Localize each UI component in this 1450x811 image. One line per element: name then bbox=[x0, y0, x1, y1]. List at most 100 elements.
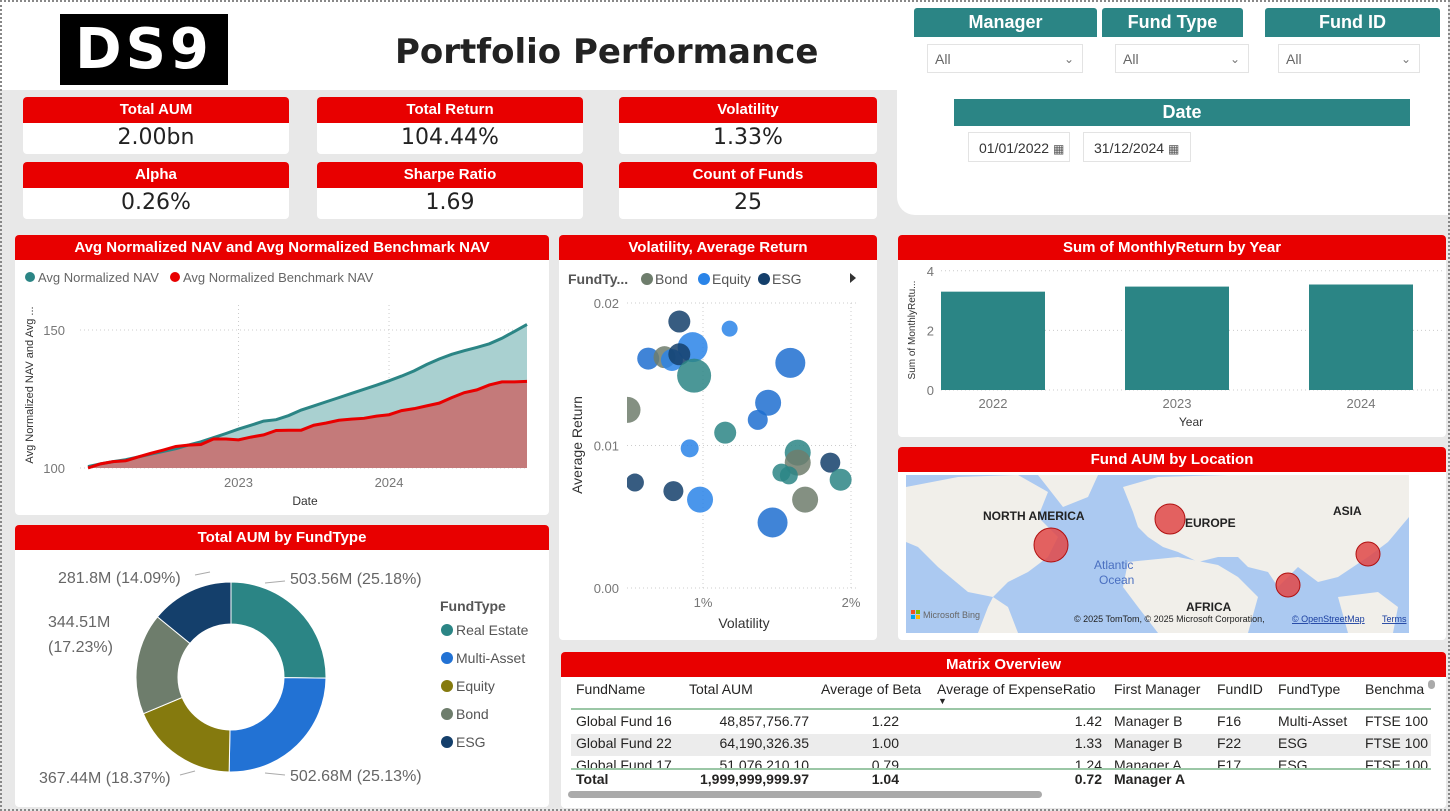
data-label: 344.51M bbox=[48, 614, 110, 631]
donut-panel: Total AUM by FundType 503.56M (25.18%) 50… bbox=[15, 525, 549, 807]
fund-type-dropdown[interactable]: All ⌄ bbox=[1115, 44, 1249, 73]
column-header[interactable]: FundName bbox=[576, 681, 646, 697]
table-row[interactable] bbox=[571, 734, 1431, 756]
x-tick-label: 2% bbox=[842, 595, 861, 610]
scatter-point[interactable] bbox=[637, 347, 660, 370]
column-header[interactable]: FundType bbox=[1278, 681, 1341, 697]
fund-id-dropdown[interactable]: All ⌄ bbox=[1278, 44, 1420, 73]
table-cell: 1.22 bbox=[871, 713, 899, 729]
y-tick-label: 2 bbox=[927, 323, 934, 338]
bar-2023[interactable] bbox=[1125, 286, 1229, 390]
bar-chart-title: Sum of MonthlyReturn by Year bbox=[898, 235, 1446, 260]
fund-id-filter-header: Fund ID bbox=[1265, 8, 1440, 37]
leader-line bbox=[264, 772, 286, 776]
scatter-point[interactable] bbox=[626, 473, 644, 492]
donut-slice-multi-asset[interactable] bbox=[228, 677, 327, 773]
map-bubble-europe[interactable] bbox=[1154, 503, 1186, 535]
column-header[interactable]: Total AUM bbox=[689, 681, 753, 697]
donut-slice-esg[interactable] bbox=[156, 581, 232, 645]
map-label-ocean: Ocean bbox=[1099, 573, 1134, 587]
kpi-value: 1.33% bbox=[713, 125, 783, 150]
openstreetmap-link[interactable]: © OpenStreetMap bbox=[1292, 614, 1365, 624]
scatter-point[interactable] bbox=[829, 468, 852, 491]
x-tick-label: 2022 bbox=[979, 396, 1008, 411]
scatter-point[interactable] bbox=[757, 507, 788, 538]
column-header[interactable]: FundID bbox=[1217, 681, 1263, 697]
calendar-icon[interactable]: ▦ bbox=[1167, 142, 1180, 156]
bar-chart-panel: Sum of MonthlyReturn by Year 0 2 4 2022 2023… bbox=[898, 235, 1446, 437]
legend-marker-bond bbox=[641, 273, 653, 285]
scatter-point[interactable] bbox=[747, 409, 768, 430]
kpi-count-of-funds: Count of Funds 25 bbox=[619, 162, 877, 219]
bar-2022[interactable] bbox=[941, 291, 1045, 390]
scatter-point[interactable] bbox=[779, 466, 798, 485]
donut-slice-real-estate[interactable] bbox=[230, 581, 327, 679]
scatter-point[interactable] bbox=[668, 310, 691, 333]
map-bubble-india[interactable] bbox=[1275, 572, 1301, 598]
scatter-point[interactable] bbox=[775, 347, 806, 378]
scatter-point[interactable] bbox=[668, 343, 691, 366]
legend-next-arrow-icon[interactable] bbox=[850, 273, 856, 283]
terms-link[interactable]: Terms bbox=[1382, 614, 1407, 624]
kpi-value: 104.44% bbox=[401, 125, 499, 150]
map-land bbox=[906, 475, 1409, 633]
y-tick-label: 100 bbox=[43, 461, 65, 476]
legend-title: FundTy... bbox=[568, 271, 628, 287]
data-label: 367.44M (18.37%) bbox=[39, 770, 171, 787]
fund-type-filter-header: Fund Type bbox=[1102, 8, 1243, 37]
start-date-input[interactable]: 01/01/2022 ▦ bbox=[968, 132, 1070, 162]
scatter-point[interactable] bbox=[755, 389, 782, 416]
kpi-value: 2.00bn bbox=[117, 125, 195, 150]
map[interactable]: NORTH AMERICA EUROPE ASIA AFRICA Atlanti… bbox=[898, 447, 1446, 640]
y-axis-title: Average Return bbox=[569, 396, 585, 494]
map-bubble-japan[interactable] bbox=[1355, 541, 1381, 567]
end-date-input[interactable]: 31/12/2024 ▦ bbox=[1083, 132, 1191, 162]
map-label-africa: AFRICA bbox=[1186, 600, 1232, 614]
scatter-point[interactable] bbox=[687, 486, 714, 513]
scatter-point[interactable] bbox=[680, 439, 699, 458]
legend-marker bbox=[441, 736, 453, 748]
map-bubble-north-america[interactable] bbox=[1033, 527, 1069, 563]
kpi-value: 25 bbox=[734, 190, 762, 215]
column-header[interactable]: Benchma bbox=[1365, 681, 1425, 697]
manager-dropdown[interactable]: All ⌄ bbox=[927, 44, 1083, 73]
scatter-point[interactable] bbox=[663, 481, 684, 502]
table-cell: 64,190,326.35 bbox=[719, 735, 809, 751]
divider bbox=[571, 768, 1431, 770]
vertical-scrollbar[interactable] bbox=[1428, 680, 1435, 689]
legend-item: ESG bbox=[456, 734, 486, 750]
table-row[interactable] bbox=[571, 712, 1431, 734]
scatter-point[interactable] bbox=[677, 358, 712, 393]
kpi-volatility: Volatility 1.33% bbox=[619, 97, 877, 154]
y-tick-label: 150 bbox=[43, 323, 65, 338]
x-tick-label: 2024 bbox=[1347, 396, 1376, 411]
chevron-down-icon: ⌄ bbox=[1229, 52, 1240, 66]
total-cell: Total bbox=[576, 771, 609, 787]
column-header[interactable]: Average of Beta bbox=[821, 681, 922, 697]
legend-marker-equity bbox=[698, 273, 710, 285]
calendar-icon[interactable]: ▦ bbox=[1052, 142, 1065, 156]
nav-chart-title: Avg Normalized NAV and Avg Normalized Be… bbox=[15, 235, 549, 260]
kpi-label: Total AUM bbox=[23, 97, 289, 123]
horizontal-scrollbar[interactable] bbox=[568, 791, 1042, 798]
leader-line bbox=[179, 770, 196, 776]
total-cell: 1,999,999,999.97 bbox=[700, 771, 809, 787]
column-header[interactable]: Average of ExpenseRatio bbox=[937, 681, 1096, 697]
y-tick-label: 0.02 bbox=[594, 296, 619, 311]
legend-item: Multi-Asset bbox=[456, 650, 525, 666]
kpi-value: 1.69 bbox=[425, 190, 475, 215]
column-header[interactable]: First Manager bbox=[1114, 681, 1201, 697]
legend-bond: Bond bbox=[655, 271, 688, 287]
scatter-point[interactable] bbox=[714, 421, 737, 444]
bar-2024[interactable] bbox=[1309, 284, 1413, 390]
legend-esg: ESG bbox=[772, 271, 802, 287]
scatter-point[interactable] bbox=[792, 486, 819, 513]
scatter-point[interactable] bbox=[615, 396, 641, 423]
legend-marker bbox=[441, 624, 453, 636]
y-tick-label: 0 bbox=[927, 383, 934, 398]
data-label: 503.56M (25.18%) bbox=[290, 571, 422, 588]
scatter-point[interactable] bbox=[820, 452, 841, 473]
sort-desc-icon[interactable]: ▼ bbox=[938, 696, 947, 706]
scatter-point[interactable] bbox=[721, 320, 738, 337]
y-tick-label: 0.00 bbox=[594, 581, 619, 596]
